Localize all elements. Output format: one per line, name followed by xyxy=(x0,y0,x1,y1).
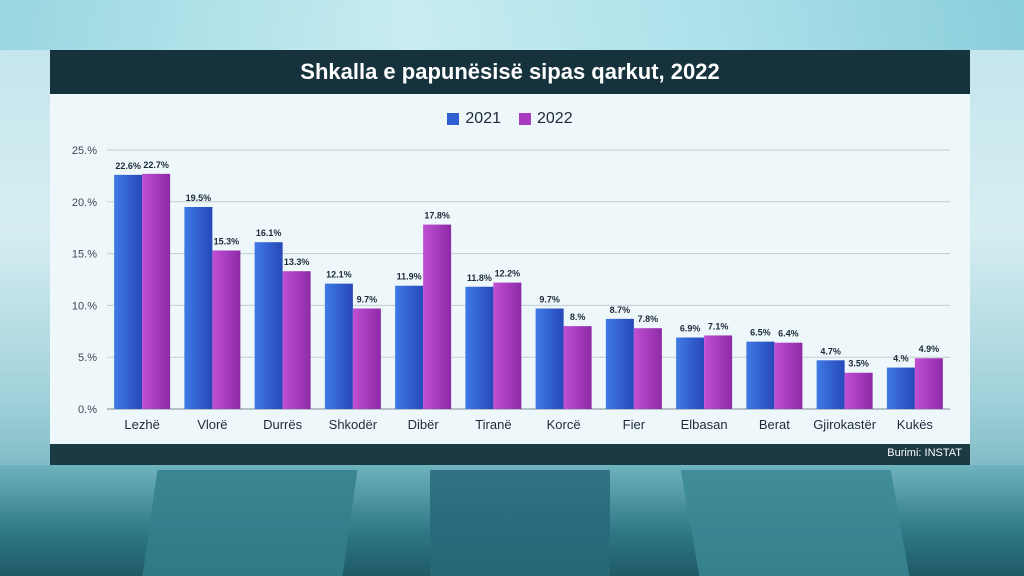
legend-item-2022: 2022 xyxy=(519,110,573,128)
bar-2022-gjirokastër xyxy=(844,372,873,409)
bar-2021-tiranë xyxy=(465,286,494,409)
footer-bar: Burimi: INSTAT xyxy=(50,444,970,465)
legend-swatch-2022 xyxy=(519,113,531,125)
source-label: Burimi: INSTAT xyxy=(887,447,962,459)
x-tick-label: Shkodër xyxy=(329,417,378,432)
bar-2021-elbasan xyxy=(676,337,705,409)
data-label: 13.3% xyxy=(284,257,310,267)
bar-chart: 0.% 5.% 10.% 15.% 20.% 25.% 22.6% 22.7% Lezhë 19.… xyxy=(72,145,950,432)
y-tick-label: 15.% xyxy=(72,249,97,261)
background-top xyxy=(0,0,1024,50)
bar-2021-korcë xyxy=(535,308,564,409)
bar-2021-durrës xyxy=(254,242,283,409)
data-label: 7.8% xyxy=(638,314,659,324)
y-tick-label: 20.% xyxy=(72,197,97,209)
x-tick-label: Korcë xyxy=(547,417,581,432)
legend-item-2021: 2021 xyxy=(447,110,501,128)
x-tick-label: Vlorë xyxy=(197,417,227,432)
chart-title-bar: Shkalla e papunësisë sipas qarkut, 2022 xyxy=(50,50,970,94)
data-label: 11.9% xyxy=(397,272,422,282)
data-label: 7.1% xyxy=(708,321,729,331)
data-label: 17.8% xyxy=(424,211,450,221)
data-label: 4.% xyxy=(893,354,909,364)
x-tick-label: Elbasan xyxy=(681,417,728,432)
data-label: 19.5% xyxy=(186,193,212,203)
data-label: 4.7% xyxy=(820,346,841,356)
chart-title: Shkalla e papunësisë sipas qarkut, 2022 xyxy=(300,59,720,84)
data-label: 22.7% xyxy=(143,160,169,170)
bar-2022-durrës xyxy=(282,271,311,409)
data-label: 4.9% xyxy=(919,344,940,354)
chart-panel: Shkalla e papunësisë sipas qarkut, 2022 … xyxy=(50,50,970,465)
bar-2021-gjirokastër xyxy=(816,360,845,409)
bar-2022-dibër xyxy=(423,224,452,409)
chart-legend: 2021 2022 xyxy=(50,110,970,128)
y-tick-label: 0.% xyxy=(78,404,97,416)
data-label: 9.7% xyxy=(539,295,560,305)
x-tick-label: Gjirokastër xyxy=(813,417,877,432)
bar-2022-tiranë xyxy=(493,282,522,409)
bar-2021-shkodër xyxy=(324,283,353,409)
legend-swatch-2021 xyxy=(447,113,460,125)
background-slab xyxy=(430,470,610,576)
data-label: 16.1% xyxy=(256,228,282,238)
bar-2022-berat xyxy=(774,342,803,409)
y-tick-label: 25.% xyxy=(72,145,97,157)
y-tick-label: 5.% xyxy=(78,352,97,364)
data-label: 6.9% xyxy=(680,324,701,334)
bar-2022-shkodër xyxy=(352,308,381,409)
data-label: 12.1% xyxy=(326,270,352,280)
data-label: 8.% xyxy=(570,312,586,322)
data-label: 22.6% xyxy=(115,161,141,171)
data-label: 3.5% xyxy=(848,359,869,369)
bar-2021-dibër xyxy=(395,285,424,409)
bar-2022-elbasan xyxy=(704,335,733,409)
bar-2022-fier xyxy=(633,328,662,409)
x-tick-label: Berat xyxy=(759,417,790,432)
bar-2022-lezhë xyxy=(142,173,171,409)
x-tick-label: Fier xyxy=(623,417,646,432)
x-tick-label: Lezhë xyxy=(124,417,159,432)
legend-label-2022: 2022 xyxy=(537,110,573,127)
bar-2022-vlorë xyxy=(212,250,241,409)
x-tick-label: Tiranë xyxy=(475,417,511,432)
y-tick-label: 10.% xyxy=(72,300,97,312)
data-label: 8.7% xyxy=(610,305,631,315)
bar-2021-lezhë xyxy=(114,174,143,409)
x-tick-label: Durrës xyxy=(263,417,303,432)
data-label: 11.8% xyxy=(467,273,492,283)
data-label: 12.2% xyxy=(495,269,521,279)
background-slab xyxy=(142,470,358,576)
bar-2021-fier xyxy=(605,318,634,409)
data-label: 6.5% xyxy=(750,328,771,338)
bar-2022-korcë xyxy=(563,326,592,409)
data-label: 6.4% xyxy=(778,329,799,339)
data-label: 9.7% xyxy=(357,295,378,305)
data-label: 15.3% xyxy=(214,236,240,246)
bar-2021-kukës xyxy=(886,367,915,409)
x-tick-label: Kukës xyxy=(897,417,934,432)
bar-2021-berat xyxy=(746,341,775,409)
bar-2022-kukës xyxy=(914,358,943,409)
bar-2021-vlorë xyxy=(184,206,213,409)
background-slab xyxy=(680,470,910,576)
x-tick-label: Dibër xyxy=(408,417,440,432)
legend-label-2021: 2021 xyxy=(465,110,501,127)
